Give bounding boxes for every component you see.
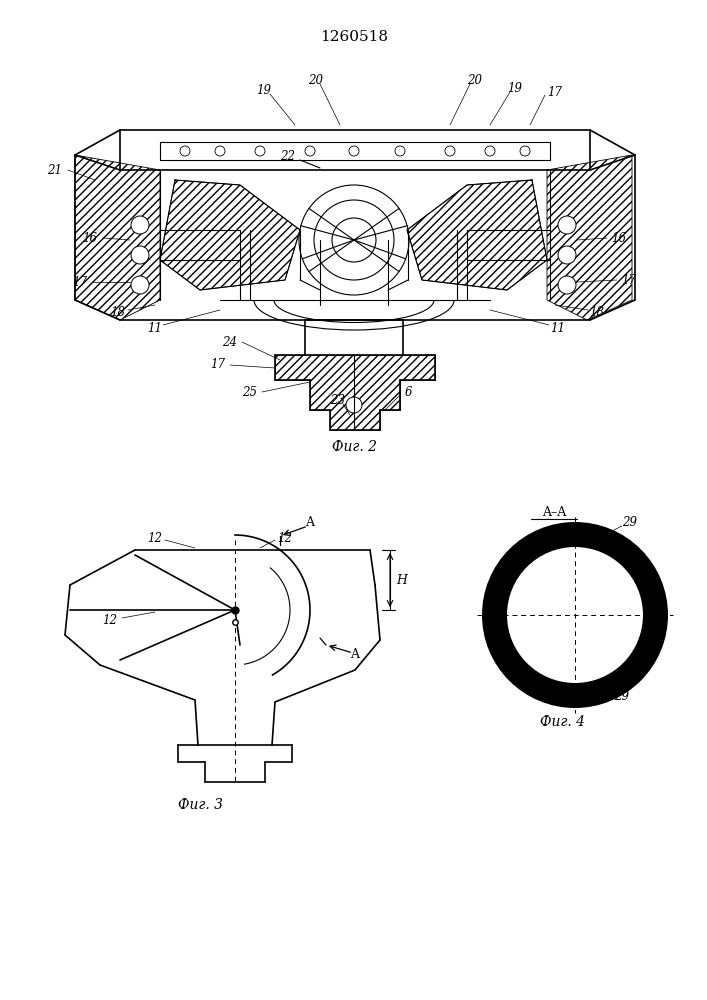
Text: 18: 18 xyxy=(590,306,604,318)
Text: 25: 25 xyxy=(243,385,257,398)
Text: 17: 17 xyxy=(211,359,226,371)
Text: A: A xyxy=(351,648,359,662)
Text: 29: 29 xyxy=(614,690,629,704)
Circle shape xyxy=(131,216,149,234)
Text: 20: 20 xyxy=(308,74,324,87)
Text: 19: 19 xyxy=(257,84,271,97)
Text: 29: 29 xyxy=(622,516,638,530)
Text: 16: 16 xyxy=(612,232,626,244)
Circle shape xyxy=(558,246,576,264)
Circle shape xyxy=(131,246,149,264)
Text: 22: 22 xyxy=(281,150,296,163)
Text: 24: 24 xyxy=(223,336,238,349)
Text: Фиг. 3: Фиг. 3 xyxy=(177,798,223,812)
Text: 19: 19 xyxy=(508,82,522,95)
Text: Фиг. 2: Фиг. 2 xyxy=(332,440,377,454)
Circle shape xyxy=(349,146,359,156)
Polygon shape xyxy=(407,180,547,290)
Text: 16: 16 xyxy=(83,232,98,244)
Circle shape xyxy=(395,146,405,156)
Text: A: A xyxy=(305,516,315,530)
Text: 1260518: 1260518 xyxy=(320,30,388,44)
Text: 12: 12 xyxy=(103,613,117,626)
Text: A–A: A–A xyxy=(542,506,566,520)
Circle shape xyxy=(445,146,455,156)
Circle shape xyxy=(520,146,530,156)
Text: 20: 20 xyxy=(467,74,482,87)
Circle shape xyxy=(215,146,225,156)
Polygon shape xyxy=(160,180,300,290)
Text: 18: 18 xyxy=(110,306,126,318)
Text: 21: 21 xyxy=(47,163,62,176)
Text: 23: 23 xyxy=(330,393,346,406)
Polygon shape xyxy=(75,155,160,320)
Circle shape xyxy=(131,276,149,294)
Text: H: H xyxy=(397,574,407,586)
Circle shape xyxy=(180,146,190,156)
Text: Фиг. 4: Фиг. 4 xyxy=(539,715,585,729)
Polygon shape xyxy=(275,355,435,430)
Text: 11: 11 xyxy=(148,322,163,334)
Text: 17: 17 xyxy=(621,273,636,286)
Text: 12: 12 xyxy=(278,532,293,544)
Polygon shape xyxy=(547,155,632,320)
Text: 12: 12 xyxy=(148,532,163,544)
Circle shape xyxy=(558,276,576,294)
Circle shape xyxy=(255,146,265,156)
Text: 6: 6 xyxy=(404,385,411,398)
Text: 17: 17 xyxy=(547,86,563,99)
Text: 11: 11 xyxy=(551,322,566,334)
Circle shape xyxy=(305,146,315,156)
Circle shape xyxy=(332,218,376,262)
Circle shape xyxy=(485,146,495,156)
Circle shape xyxy=(346,397,362,413)
Circle shape xyxy=(558,216,576,234)
Text: 17: 17 xyxy=(73,275,88,288)
